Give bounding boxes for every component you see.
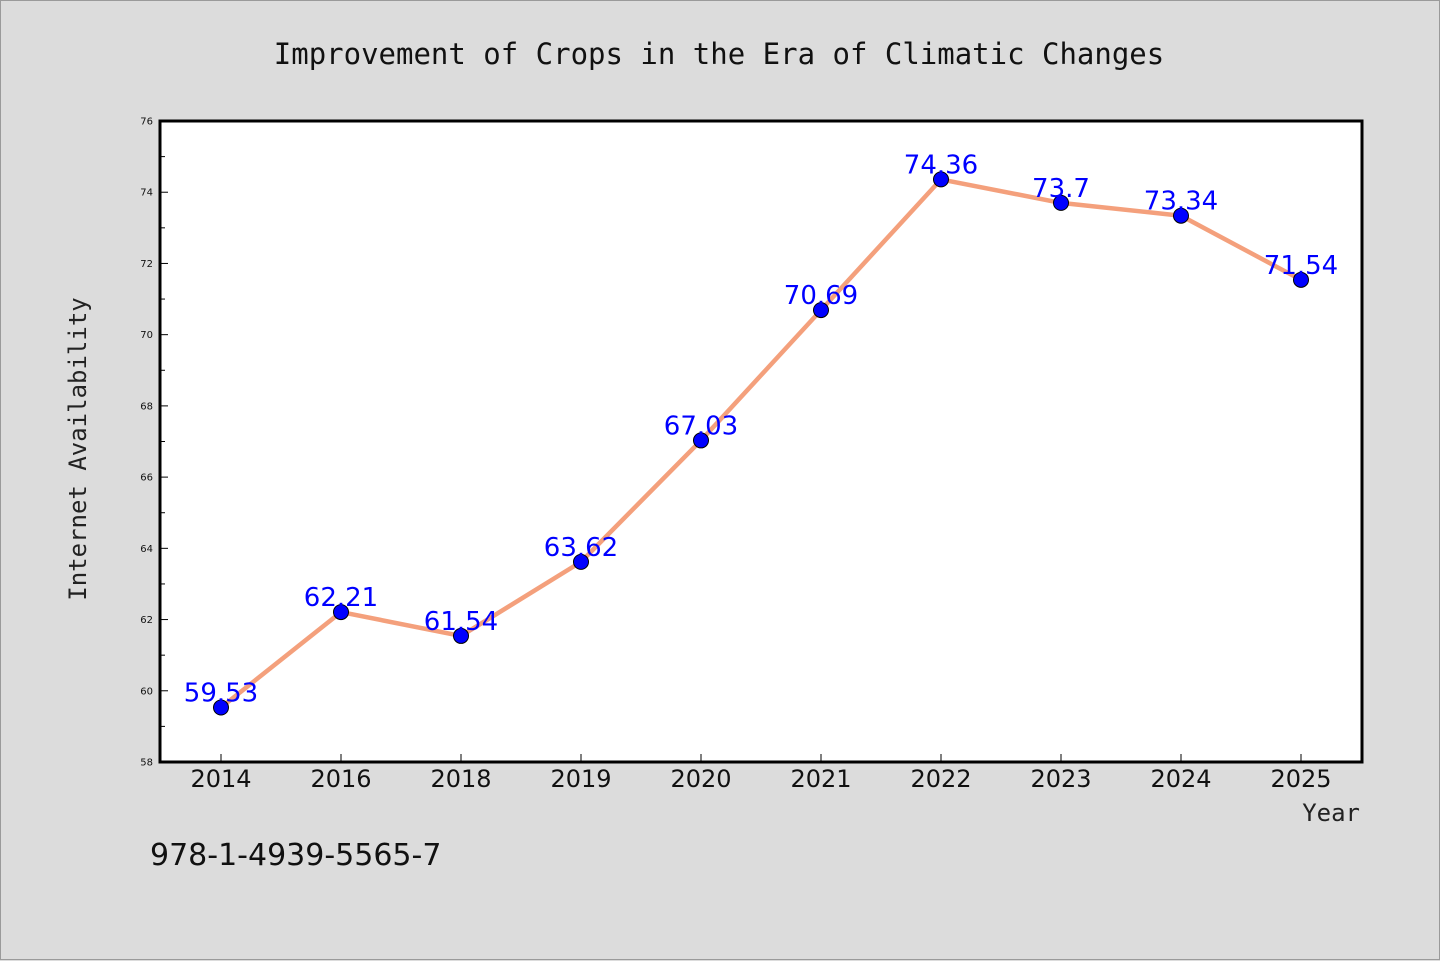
y-tick-label: 62 [140, 615, 153, 626]
x-axis-ticks: 2014 2016 2018 2019 2020 2021 2022 2023 2024 2025 [190, 754, 1332, 793]
y-tick-label: 64 [140, 544, 153, 555]
x-tick-label: 2022 [910, 765, 971, 793]
y-axis-ticks: 58 60 62 64 66 68 70 72 74 76 [140, 117, 168, 769]
data-label: 59.53 [184, 679, 258, 709]
chart-title: Improvement of Crops in the Era of Clima… [274, 37, 1164, 71]
y-tick-label: 74 [140, 188, 153, 199]
data-label: 73.7 [1032, 174, 1090, 204]
x-tick-label: 2025 [1270, 765, 1331, 793]
y-tick-label: 66 [140, 473, 153, 484]
y-tick-label: 60 [140, 686, 153, 697]
x-tick-label: 2023 [1030, 765, 1091, 793]
y-tick-label: 68 [140, 401, 153, 412]
data-label: 63.62 [544, 533, 618, 563]
x-tick-label: 2019 [550, 765, 611, 793]
series-line [218, 177, 1304, 710]
x-axis-label: Year [1302, 799, 1360, 827]
data-point [1173, 207, 1189, 224]
data-label: 74.36 [904, 150, 978, 180]
data-point [333, 604, 349, 621]
y-tick-label: 72 [140, 259, 153, 270]
plot-area [158, 119, 1364, 764]
data-label: 67.03 [664, 411, 738, 441]
x-tick-label: 2018 [430, 765, 491, 793]
data-point [1053, 194, 1069, 211]
y-tick-label: 76 [140, 117, 153, 128]
data-label: 73.34 [1144, 187, 1218, 217]
data-point [1293, 271, 1309, 288]
data-label: 61.54 [424, 607, 498, 637]
x-tick-label: 2021 [790, 765, 851, 793]
isbn-annotation: 978-1-4939-5565-7 [150, 838, 441, 873]
data-label: 70.69 [784, 281, 858, 311]
data-label: 62.21 [304, 583, 378, 613]
y-axis-label: Internet Availability [64, 297, 92, 600]
data-point [933, 171, 949, 188]
series-group [213, 171, 1309, 716]
data-label: 71.54 [1264, 251, 1338, 281]
x-tick-label: 2016 [310, 765, 371, 793]
x-tick-label: 2020 [670, 765, 731, 793]
data-point [453, 627, 469, 644]
x-tick-label: 2014 [190, 765, 251, 793]
data-point [813, 302, 829, 319]
y-tick-label: 58 [140, 758, 153, 769]
data-point [213, 699, 229, 716]
data-point [693, 432, 709, 449]
x-tick-label: 2024 [1150, 765, 1211, 793]
data-labels-group: 59.53 62.21 61.54 63.62 67.03 70.69 74.36 73.7 7… [184, 150, 1338, 708]
y-tick-label: 70 [140, 330, 153, 341]
data-point [573, 553, 589, 570]
